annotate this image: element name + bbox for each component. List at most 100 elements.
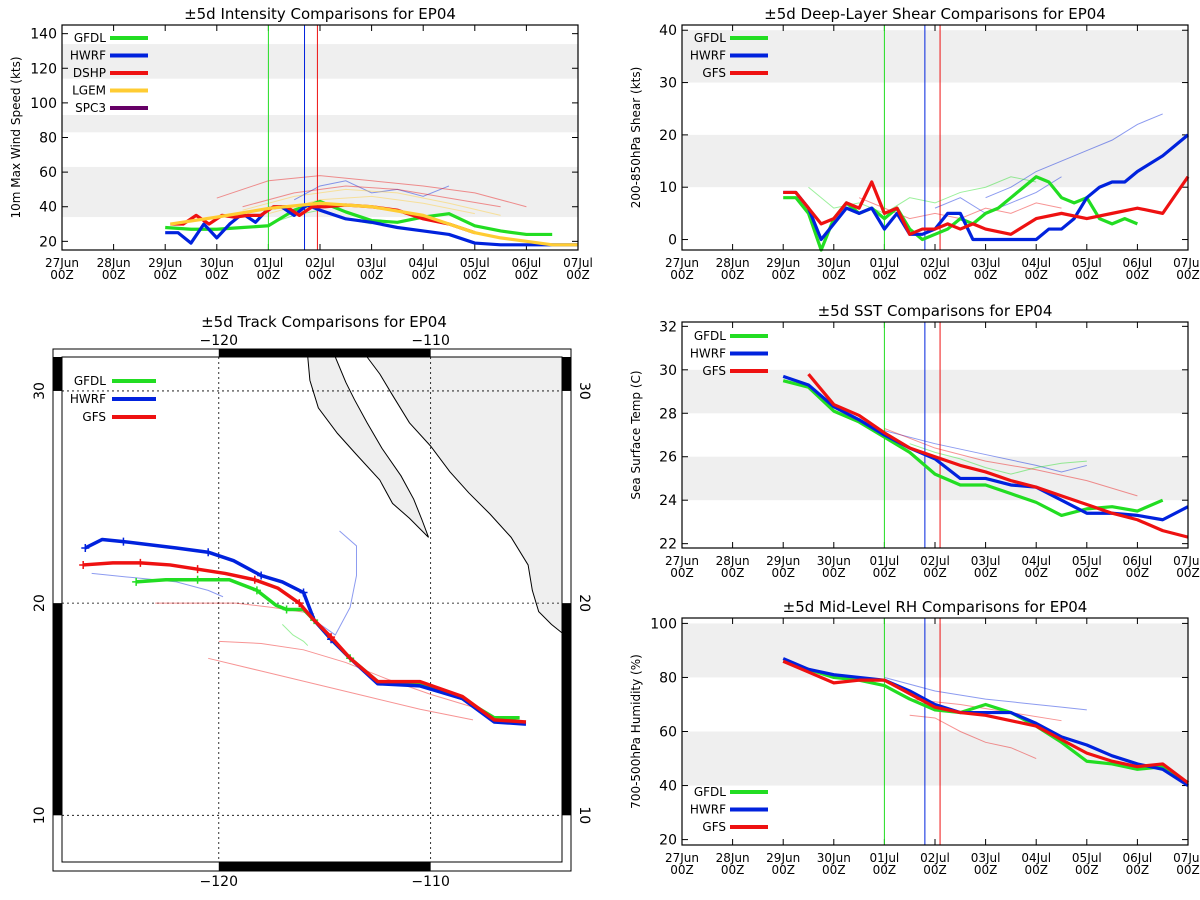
- legend-label: HWRF: [690, 49, 726, 63]
- track-marker: [250, 575, 259, 584]
- ensemble-line: [985, 113, 1163, 199]
- y-tick-label: 20: [659, 128, 677, 144]
- x-tick-hour: 00Z: [1024, 566, 1048, 580]
- x-tick-day: 04Jul: [1021, 554, 1051, 568]
- x-tick-day: 29Jun: [766, 256, 800, 270]
- x-tick-day: 28Jun: [716, 256, 750, 270]
- x-tick-day: 05Jul: [1072, 851, 1102, 865]
- plot-frame: [681, 617, 1189, 846]
- chart-title: ±5d Mid-Level RH Comparisons for EP04: [783, 598, 1088, 616]
- x-tick-hour: 00Z: [974, 863, 998, 877]
- y-tick-label: 80: [659, 670, 677, 686]
- legend-label: GFS: [82, 410, 106, 424]
- x-tick-day: 29Jun: [766, 851, 800, 865]
- x-tick-day: 02Jul: [920, 851, 950, 865]
- x-tick-hour: 00Z: [257, 268, 281, 282]
- x-tick-hour: 00Z: [923, 863, 947, 877]
- rh-chart: ±5d Mid-Level RH Comparisons for EP04 700…: [629, 598, 1200, 877]
- y-tick-label: 140: [30, 27, 57, 43]
- chart-title: ±5d SST Comparisons for EP04: [818, 302, 1053, 320]
- x-tick-day: 27Jun: [665, 256, 699, 270]
- track-marker: [119, 537, 128, 546]
- chart-title: ±5d Intensity Comparisons for EP04: [184, 5, 456, 23]
- lat-label: 20: [32, 594, 48, 612]
- x-tick-day: 06Jul: [1123, 554, 1153, 568]
- y-tick-label: 100: [650, 616, 677, 632]
- x-tick-day: 07Jul: [563, 256, 593, 270]
- y-tick-label: 60: [39, 165, 57, 181]
- x-tick-day: 03Jul: [971, 256, 1001, 270]
- track-marker: [252, 586, 261, 595]
- x-tick-day: 27Jun: [665, 554, 699, 568]
- x-tick-hour: 00Z: [873, 566, 897, 580]
- y-tick-label: 30: [659, 76, 677, 92]
- x-tick-day: 06Jul: [1123, 256, 1153, 270]
- track-marker: [282, 605, 291, 614]
- x-tick-day: 30Jun: [817, 851, 851, 865]
- track-marker: [299, 588, 308, 597]
- legend-label: SPC3: [75, 101, 106, 115]
- x-tick-hour: 00Z: [411, 268, 435, 282]
- legend-label: GFDL: [694, 329, 726, 343]
- x-tick-day: 05Jul: [1072, 256, 1102, 270]
- x-tick-hour: 00Z: [974, 566, 998, 580]
- x-tick-hour: 00Z: [205, 268, 229, 282]
- border-segment: [218, 862, 431, 871]
- track-marker: [79, 560, 88, 569]
- x-tick-day: 28Jun: [716, 851, 750, 865]
- ensemble-line: [242, 185, 501, 208]
- x-tick-hour: 00Z: [1126, 566, 1150, 580]
- x-tick-hour: 00Z: [923, 566, 947, 580]
- ensemble-track: [208, 657, 474, 721]
- track-marker: [257, 571, 266, 580]
- track-marker: [327, 633, 336, 642]
- shade-band: [682, 731, 1188, 786]
- y-tick-label: 20: [659, 833, 677, 849]
- y-tick-label: 40: [39, 200, 57, 216]
- shear-chart: ±5d Deep-Layer Shear Comparisons for EP0…: [629, 5, 1200, 282]
- track-marker: [136, 558, 145, 567]
- series-line-gfs: [783, 175, 1190, 236]
- y-tick-label: 20: [39, 234, 57, 250]
- border-segment: [53, 603, 62, 816]
- x-tick-hour: 00Z: [923, 268, 947, 282]
- shade-band: [682, 456, 1188, 501]
- x-tick-day: 30Jun: [200, 256, 234, 270]
- y-axis-label: 10m Max Wind Speed (kts): [9, 56, 23, 218]
- x-tick-hour: 00Z: [974, 268, 998, 282]
- x-tick-day: 29Jun: [766, 554, 800, 568]
- legend-label: HWRF: [690, 803, 726, 817]
- x-tick-day: 27Jun: [45, 256, 79, 270]
- y-tick-label: 30: [659, 363, 677, 379]
- x-tick-day: 29Jun: [148, 256, 182, 270]
- ensemble-line: [808, 176, 1037, 214]
- legend-label: GFDL: [694, 785, 726, 799]
- land-mass: [366, 356, 563, 634]
- ensemble-line: [242, 188, 501, 216]
- ensemble-line: [909, 714, 1037, 759]
- shade-band: [682, 134, 1188, 188]
- track-marker: [193, 565, 202, 574]
- border-segment: [218, 349, 431, 357]
- x-tick-hour: 00Z: [102, 268, 126, 282]
- y-axis-label: 200-850hPa Shear (kts): [629, 67, 643, 209]
- x-tick-day: 02Jul: [305, 256, 335, 270]
- ensemble-line: [909, 698, 1062, 722]
- legend-label: GFS: [702, 364, 726, 378]
- ensemble-track: [313, 530, 357, 636]
- ensemble-track: [281, 623, 309, 646]
- x-tick-hour: 00Z: [873, 863, 897, 877]
- x-tick-hour: 00Z: [1075, 863, 1099, 877]
- x-tick-hour: 00Z: [360, 268, 384, 282]
- legend-label: GFS: [702, 66, 726, 80]
- y-axis-label: Sea Surface Temp (C): [629, 370, 643, 499]
- lat-label: 20: [576, 594, 592, 612]
- x-tick-hour: 00Z: [153, 268, 177, 282]
- plot-frame: [61, 24, 579, 251]
- legend-label: GFDL: [694, 31, 726, 45]
- x-tick-day: 01Jul: [254, 256, 284, 270]
- legend-label: GFS: [702, 820, 726, 834]
- lon-label: −120: [200, 333, 238, 349]
- sst-chart: ±5d SST Comparisons for EP04 Sea Surface …: [629, 302, 1200, 580]
